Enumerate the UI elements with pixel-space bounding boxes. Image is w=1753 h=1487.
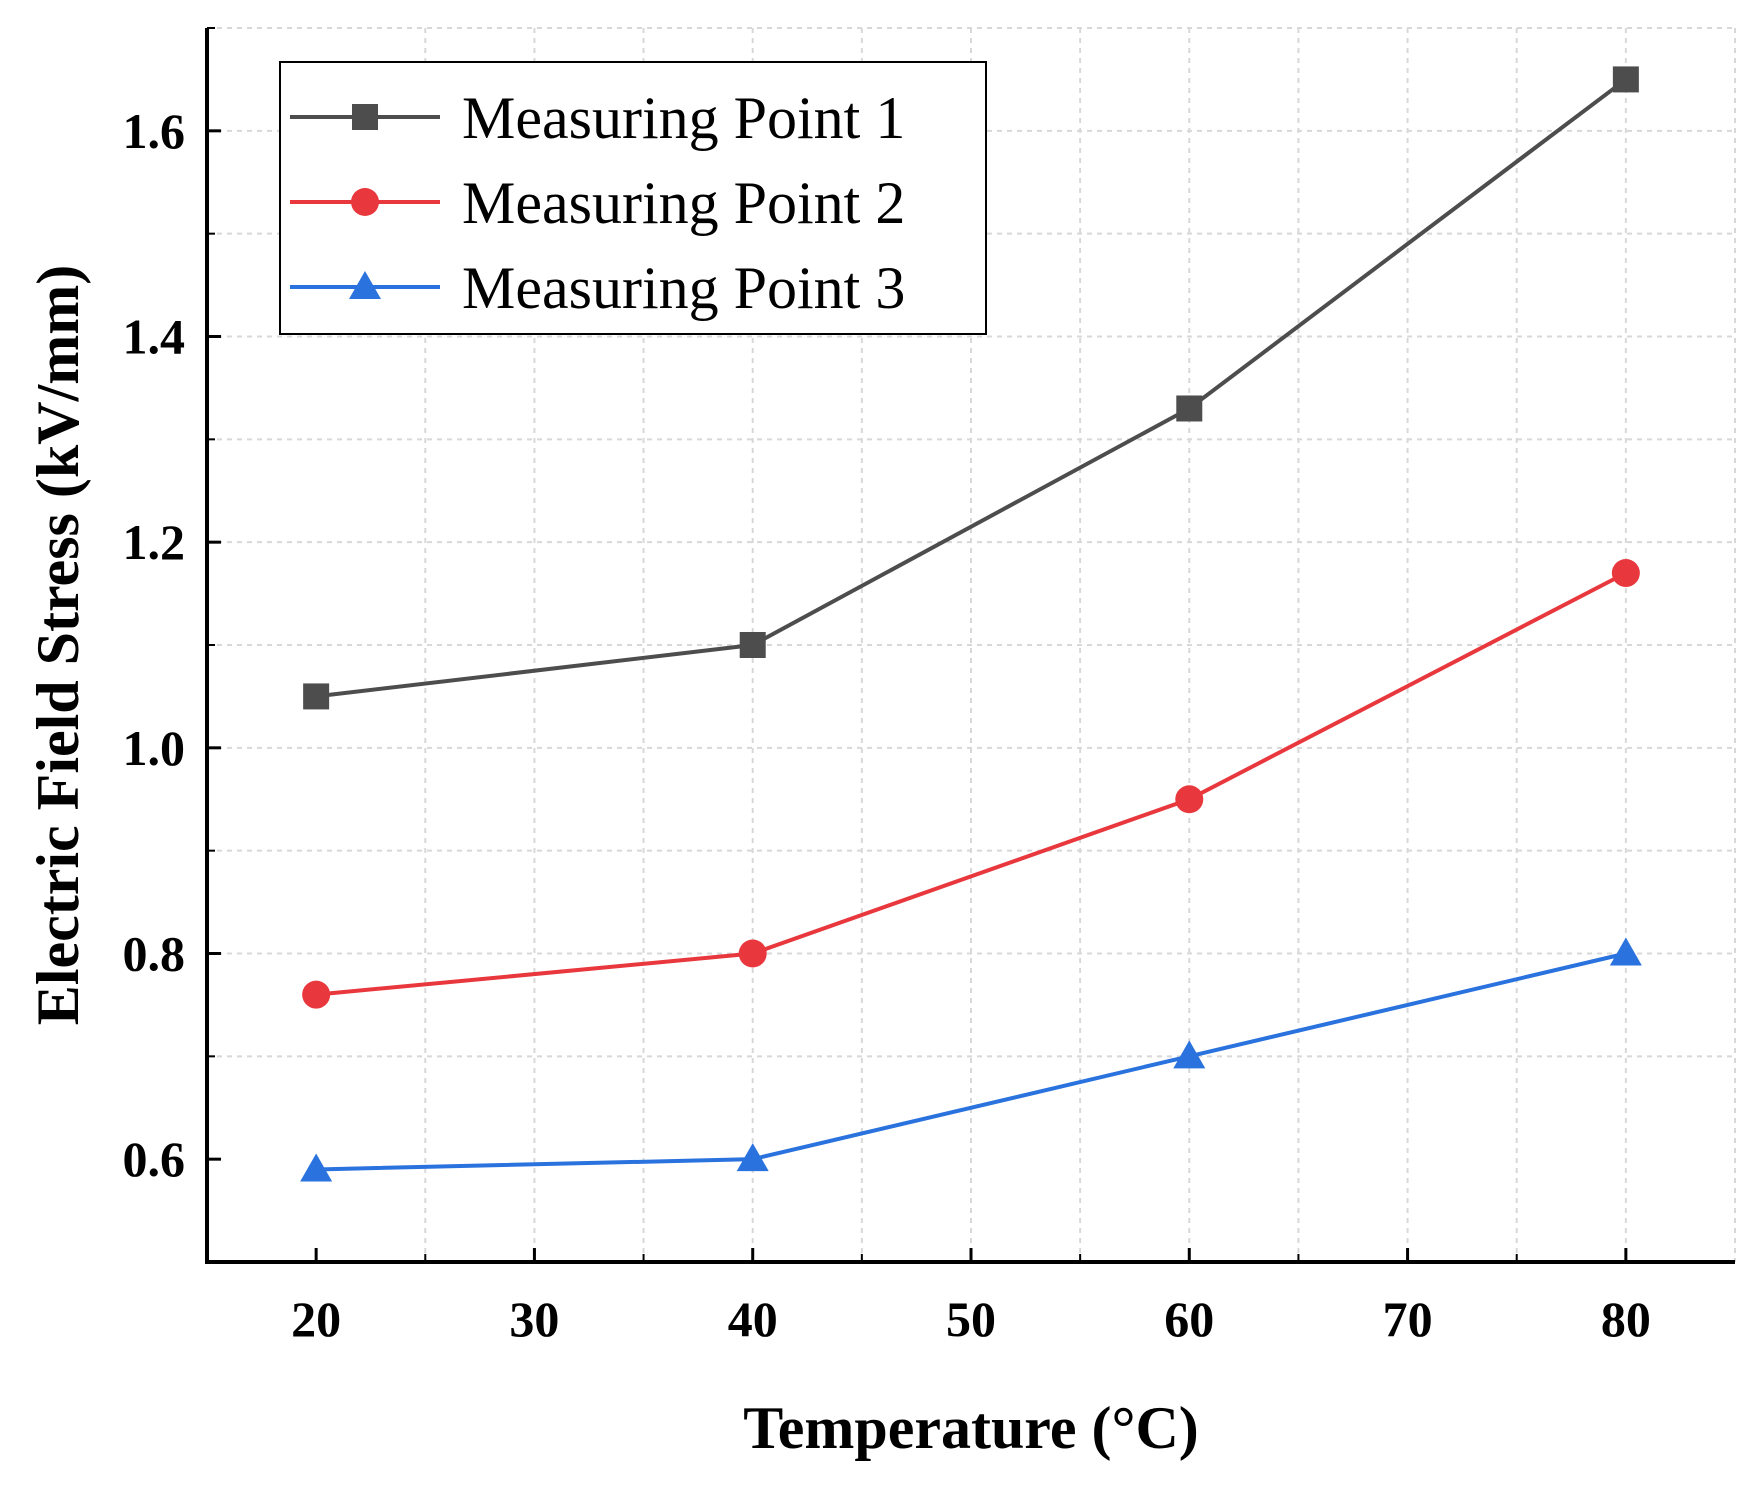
series-1: [303, 66, 1639, 710]
y-axis-ticks: 0.6 0.8 1.0 1.2 1.4 1.6: [123, 27, 221, 1187]
legend-label: Measuring Point 3: [462, 255, 905, 321]
x-tick-label: 70: [1383, 1291, 1433, 1347]
x-tick-label: 80: [1601, 1291, 1651, 1347]
legend-label: Measuring Point 1: [462, 85, 905, 151]
series-line: [315, 571, 1627, 997]
legend-label: Measuring Point 2: [462, 170, 905, 236]
legend-item: Measuring Point 2: [290, 170, 905, 236]
series-3: [300, 937, 1642, 1182]
x-tick-label: 50: [946, 1291, 996, 1347]
legend: Measuring Point 1 Measuring Point 2 Measur…: [279, 61, 987, 335]
data-point: [739, 632, 766, 658]
data-point: [1173, 1040, 1206, 1069]
y-tick-label: 0.6: [123, 1131, 186, 1187]
series-group: [300, 66, 1642, 1182]
y-tick-label: 1.6: [123, 103, 186, 159]
data-point: [303, 683, 330, 710]
legend-marker: [349, 271, 381, 299]
x-axis-title: Temperature (°C): [743, 1395, 1199, 1461]
series-2: [302, 559, 1640, 1009]
y-tick-label: 1.4: [123, 309, 186, 365]
legend-item: Measuring Point 3: [290, 255, 905, 321]
data-point: [1176, 395, 1203, 422]
data-point: [738, 939, 767, 968]
legend-marker: [352, 104, 378, 130]
x-tick-label: 40: [728, 1291, 778, 1347]
data-point: [736, 1143, 769, 1172]
data-point: [1611, 559, 1640, 588]
y-tick-label: 1.0: [123, 720, 186, 776]
series-line: [316, 951, 1627, 1172]
y-tick-label: 1.2: [123, 514, 186, 570]
data-point: [300, 1153, 333, 1182]
series-line: [315, 77, 1628, 699]
y-axis-title: Electric Field Stress (kV/mm): [25, 265, 91, 1025]
x-axis-ticks: 20 30 40 50 60 70 80: [291, 1248, 1651, 1347]
x-tick-label: 60: [1164, 1291, 1214, 1347]
legend-marker: [351, 188, 379, 216]
data-point: [1609, 937, 1642, 966]
data-point: [302, 980, 331, 1009]
legend-item: Measuring Point 1: [290, 85, 905, 151]
x-tick-label: 30: [509, 1291, 559, 1347]
x-tick-label: 20: [291, 1291, 341, 1347]
y-tick-label: 0.8: [123, 926, 186, 982]
data-point: [1612, 66, 1639, 93]
data-point: [1175, 785, 1204, 814]
